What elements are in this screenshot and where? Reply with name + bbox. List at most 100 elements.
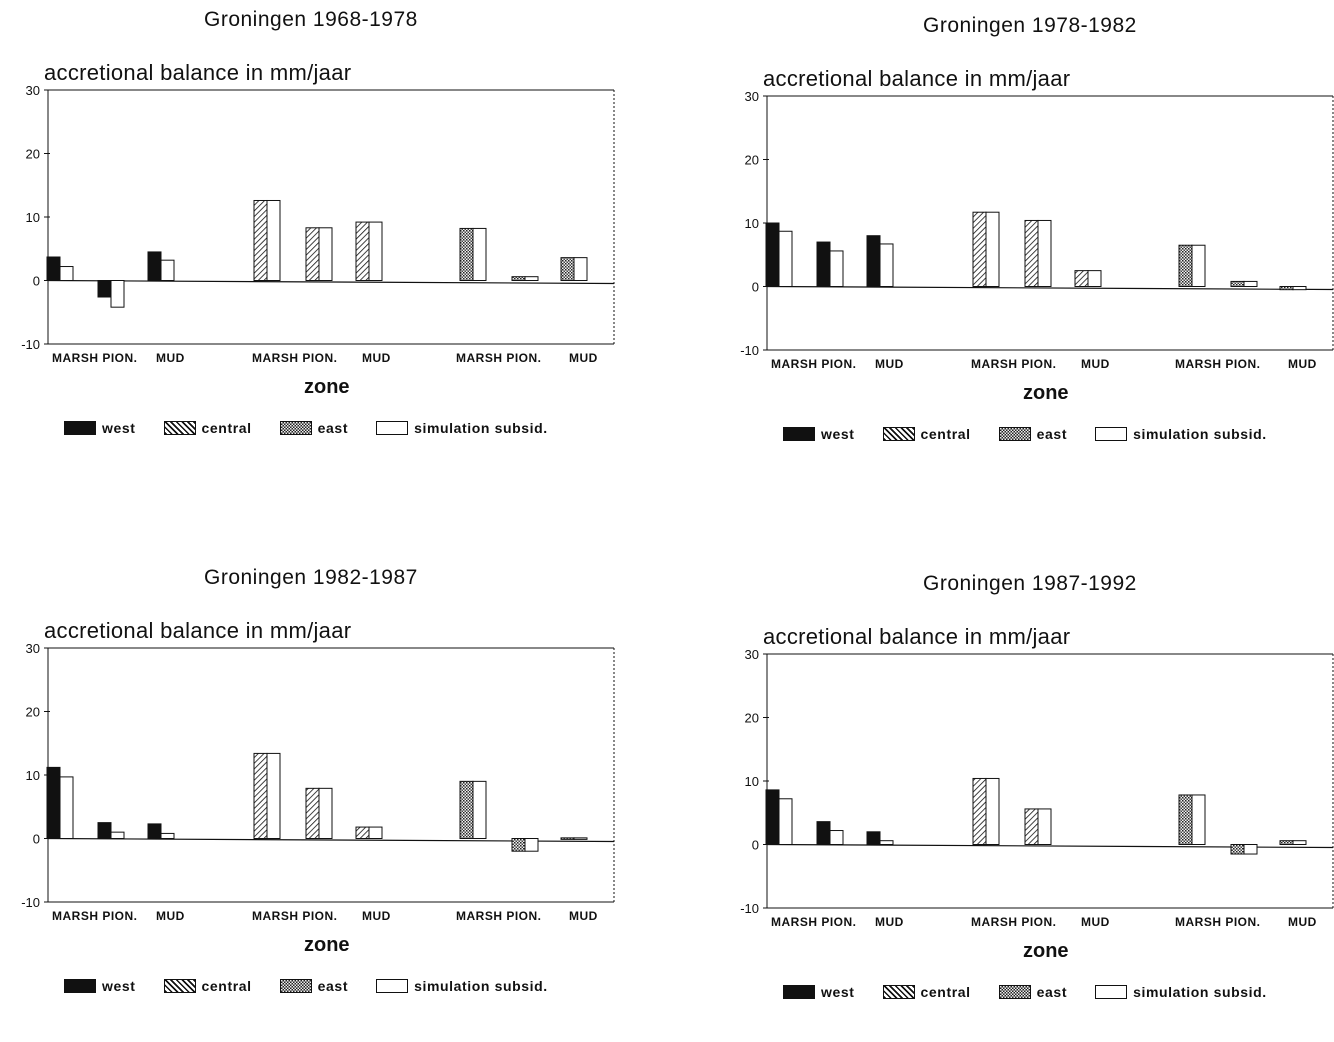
bar-simulationsubsid	[59, 266, 74, 281]
legend-label: central	[201, 420, 252, 436]
bar-west	[765, 222, 780, 287]
bar-simulationsubsid	[1292, 840, 1307, 846]
legend-swatch-simulation	[376, 979, 409, 993]
legend-swatch-central	[163, 421, 196, 435]
bar-east	[459, 227, 474, 281]
y-axis-label: accretional balance in mm/jaar	[763, 66, 1071, 91]
bar-simulationsubsid	[472, 227, 487, 281]
legend-label: east	[1036, 426, 1068, 442]
legend-label: west	[102, 978, 136, 994]
bar-simulationsubsid	[524, 276, 539, 282]
x-category-label: MARSH PION.	[52, 351, 138, 365]
y-tick-label: -10	[21, 337, 40, 352]
chart-legend: west central east simulation subsid.	[64, 978, 576, 994]
y-axis-label: accretional balance in mm/jaar	[44, 618, 352, 643]
y-tick-label: -10	[740, 343, 759, 358]
x-category-label: MARSH PION.	[771, 915, 857, 929]
legend-item-west: west	[64, 420, 136, 436]
bar-simulationsubsid	[110, 831, 125, 839]
bar-east	[1230, 280, 1245, 288]
legend-swatch-central	[882, 427, 915, 441]
chart-legend: west central east simulation subsid.	[64, 420, 576, 436]
x-category-label: MUD	[875, 915, 904, 929]
y-tick-label: 30	[26, 83, 40, 98]
y-tick-label: 20	[26, 147, 40, 162]
bar-simulationsubsid	[318, 227, 333, 281]
legend-item-east: east	[998, 426, 1068, 442]
chart-plot: 30 20 10 0 -10 MARSH PION. MUD MARSH PION. MUD MA…	[21, 83, 615, 365]
x-axis-label: zone	[1023, 382, 1069, 404]
x-category-label: MUD	[569, 351, 598, 365]
bar-east	[1178, 794, 1193, 845]
x-category-label: MUD	[569, 909, 598, 923]
bar-simulationsubsid	[266, 752, 281, 839]
legend-item-west: west	[64, 978, 136, 994]
legend-item-simulation: simulation subsid.	[376, 420, 548, 436]
x-category-label: MUD	[875, 357, 904, 371]
bar-simulationsubsid	[160, 832, 175, 840]
bar-simulationsubsid	[1191, 794, 1206, 845]
bar-central	[1074, 270, 1089, 287]
legend-swatch-simulation	[1095, 427, 1128, 441]
bar-west	[765, 789, 780, 845]
legend-item-west: west	[783, 426, 855, 442]
bar-simulationsubsid	[160, 259, 175, 281]
bar-west	[147, 251, 162, 282]
x-category-label: MARSH PION.	[771, 357, 857, 371]
legend-swatch-east	[998, 427, 1031, 441]
bar-central	[1024, 219, 1039, 288]
chart-title: Groningen 1968-1978	[204, 8, 418, 31]
legend-label: central	[920, 984, 971, 1000]
bar-west	[46, 766, 61, 840]
x-category-label: MARSH PION.	[456, 909, 542, 923]
bar-west	[97, 280, 112, 298]
y-tick-label: -10	[21, 895, 40, 910]
bar-simulationsubsid	[1292, 286, 1307, 291]
x-category-label: MARSH PION.	[456, 351, 542, 365]
bar-simulationsubsid	[829, 250, 844, 288]
bar-east	[560, 257, 575, 281]
bar-east	[1230, 844, 1245, 855]
legend-item-east: east	[279, 978, 348, 994]
x-category-label: MARSH PION.	[252, 909, 338, 923]
y-tick-label: 0	[33, 832, 40, 847]
chart-title: Groningen 1982-1987	[204, 566, 418, 589]
chart-panel: Groningen 1978-1982 accretional balance …	[723, 14, 1334, 484]
x-category-label: MUD	[1288, 357, 1317, 371]
bar-simulationsubsid	[1037, 219, 1052, 288]
legend-swatch-central	[882, 985, 915, 999]
bar-simulationsubsid	[985, 777, 1000, 846]
bar-simulationsubsid	[778, 230, 793, 288]
legend-swatch-simulation	[1095, 985, 1128, 999]
legend-item-central: central	[163, 420, 252, 436]
y-tick-label: 0	[33, 274, 40, 289]
x-category-label: MUD	[1288, 915, 1317, 929]
legend-swatch-central	[163, 979, 196, 993]
bar-east	[1178, 244, 1193, 288]
bar-central	[253, 199, 268, 282]
y-tick-label: 10	[745, 216, 759, 231]
chart-plot: 30 20 10 0 -10 MARSH PION. MUD MARSH PION. MUD MA…	[21, 641, 615, 923]
bar-west	[866, 831, 881, 845]
legend-swatch-east	[998, 985, 1031, 999]
bar-central	[972, 211, 987, 287]
x-category-label: MARSH PION.	[252, 351, 338, 365]
bar-simulationsubsid	[1037, 808, 1052, 846]
chart-legend: west central east simulation subsid.	[783, 426, 1295, 442]
bar-west	[816, 821, 831, 845]
y-tick-label: 0	[752, 838, 759, 853]
legend-label: central	[920, 426, 971, 442]
legend-label: east	[1036, 984, 1068, 1000]
bar-east	[1279, 286, 1294, 291]
x-category-label: MARSH PION.	[52, 909, 138, 923]
legend-label: east	[317, 420, 349, 436]
legend-item-central: central	[163, 978, 252, 994]
y-axis-label: accretional balance in mm/jaar	[763, 624, 1071, 649]
x-category-label: MARSH PION.	[1175, 357, 1261, 371]
bar-east	[459, 780, 474, 840]
chart-plot: 30 20 10 0 -10 MARSH PION. MUD MARSH PION. MUD MA…	[740, 647, 1334, 929]
bar-simulationsubsid	[318, 787, 333, 840]
y-tick-label: 30	[745, 89, 759, 104]
legend-label: simulation subsid.	[414, 420, 548, 436]
legend-label: simulation subsid.	[1133, 426, 1267, 442]
